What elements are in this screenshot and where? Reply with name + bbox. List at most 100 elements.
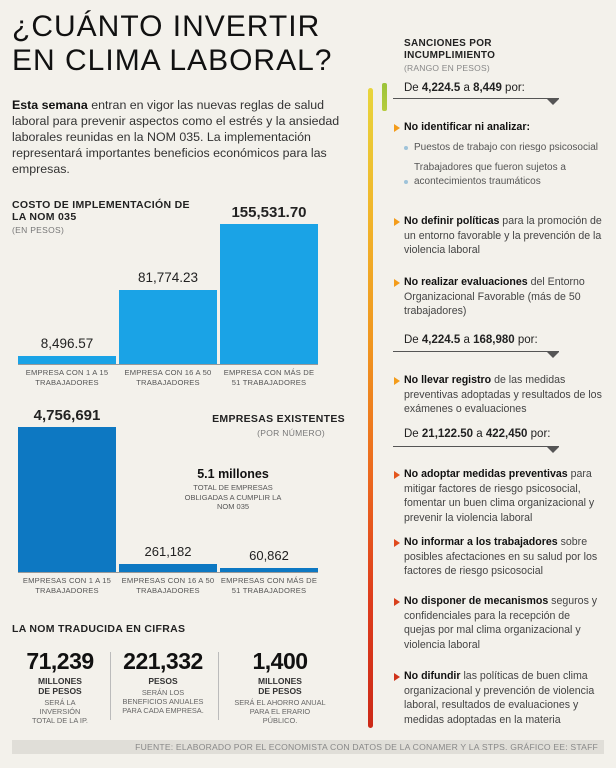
range-2: De 4,224.5 a 168,980 por: bbox=[404, 334, 538, 346]
range-1-from: 4,224.5 bbox=[421, 82, 461, 94]
range-1-to: 8,449 bbox=[473, 82, 502, 94]
item-4-arrow-icon bbox=[394, 377, 400, 385]
cost-chart-subtitle: (EN PESOS) bbox=[12, 225, 65, 235]
item-2-rest: para la promoción de un entorno favorabl… bbox=[404, 215, 602, 257]
figure-investment-desc: SERÁ LA INVERSIÓN TOTAL DE LA IP. bbox=[31, 698, 88, 725]
companies-label-medium: EMPRESAS CON 16 A 50 TRABAJADORES bbox=[121, 576, 215, 595]
companies-bar-medium bbox=[119, 564, 217, 572]
range-2-to: 168,980 bbox=[473, 334, 515, 346]
title-line-1: ¿CUÁNTO INVERTIR bbox=[12, 10, 321, 43]
figure-savings-desc: SERÁ EL AHORRO ANUAL PARA EL ERARIO PÚBL… bbox=[234, 698, 326, 725]
cost-value-small: 8,496.57 bbox=[40, 336, 94, 351]
figure-investment-unit: MILLONES DE PESOS bbox=[38, 676, 82, 696]
item-1-arrow-icon bbox=[394, 124, 400, 132]
bullet-icon bbox=[404, 146, 408, 150]
range-1-line bbox=[393, 98, 559, 99]
item-4-bold: No llevar registro bbox=[404, 374, 492, 386]
companies-baseline bbox=[18, 572, 318, 573]
figure-savings-number: 1,400 bbox=[252, 648, 308, 674]
cost-baseline bbox=[18, 364, 318, 365]
sanctions-subtitle: (RANGO EN PESOS) bbox=[404, 63, 490, 73]
intro-text: entran en vigor las nuevas reglas de sal… bbox=[12, 98, 340, 176]
companies-value-large: 60,862 bbox=[249, 548, 289, 563]
sanction-item-8: No difundir las políticas de buen clima … bbox=[404, 669, 604, 727]
item-5-arrow-icon bbox=[394, 471, 400, 479]
item-6-bold: No informar a los trabajadores bbox=[404, 536, 558, 548]
sanction-item-2: No definir políticas para la promoción d… bbox=[404, 214, 604, 258]
item-2-bold: No definir políticas bbox=[404, 215, 500, 227]
range-1: De 4,224.5 a 8,449 por: bbox=[404, 82, 525, 94]
sanctions-title: SANCIONES POR INCUMPLIMIENTO bbox=[404, 38, 496, 61]
sanction-item-3: No realizar evaluaciones del Entorno Org… bbox=[404, 275, 604, 319]
range-2-pre: De bbox=[404, 334, 422, 346]
figure-benefits-unit: PESOS bbox=[148, 676, 178, 686]
range-3-post: por: bbox=[527, 428, 551, 440]
cost-chart-title: COSTO DE IMPLEMENTACIÓN DE LA NOM 035 bbox=[12, 199, 190, 223]
intro-bold: Esta semana bbox=[12, 98, 88, 112]
companies-label-large: EMPRESAS CON MÁS DE 51 TRABAJADORES bbox=[220, 576, 318, 595]
figures-divider-2 bbox=[218, 652, 219, 720]
item-5-rest: para mitigar factores de riesgo psicosoc… bbox=[404, 468, 595, 524]
sanction-item-5: No adoptar medidas preventivas para miti… bbox=[404, 467, 604, 525]
figure-benefits-desc: SERÁN LOS BENEFICIOS ANUALES PARA CADA E… bbox=[122, 688, 204, 715]
range-3-pre: De bbox=[404, 428, 422, 440]
source-footer: FUENTE: ELABORADO POR EL ECONOMISTA CON … bbox=[12, 740, 604, 754]
figures-divider-1 bbox=[110, 652, 111, 720]
item-7-rest: seguros y confidenciales para la recepci… bbox=[404, 595, 598, 651]
sanction-item-6: No informar a los trabajadores sobre pos… bbox=[404, 535, 604, 579]
cost-label-large: EMPRESA CON MÁS DE 51 TRABAJADORES bbox=[223, 368, 315, 387]
range-2-pointer bbox=[547, 352, 559, 358]
figures-title: LA NOM TRADUCIDA EN CIFRAS bbox=[12, 623, 186, 635]
bullet-icon bbox=[404, 180, 408, 184]
range-2-line bbox=[393, 351, 559, 352]
cost-value-large: 155,531.70 bbox=[231, 204, 307, 221]
severity-gradient bbox=[368, 88, 373, 728]
companies-chart-subtitle: (POR NÚMERO) bbox=[257, 428, 325, 438]
cost-value-medium: 81,774.23 bbox=[137, 270, 199, 285]
companies-total-desc: TOTAL DE EMPRESAS OBLIGADAS A CUMPLIR LA… bbox=[184, 483, 282, 511]
range-2-mid: a bbox=[460, 334, 474, 346]
item-3-arrow-icon bbox=[394, 279, 400, 287]
title-line-2: EN CLIMA LABORAL? bbox=[12, 44, 333, 77]
range-2-from: 4,224.5 bbox=[421, 334, 461, 346]
range-3-pointer bbox=[547, 447, 559, 453]
range-3-mid: a bbox=[473, 428, 486, 440]
cost-bar-small bbox=[18, 356, 116, 364]
figure-benefits-number: 221,332 bbox=[123, 648, 203, 674]
range-3-to: 422,450 bbox=[485, 428, 528, 440]
page-title: ¿CUÁNTO INVERTIR EN CLIMA LABORAL? bbox=[12, 10, 332, 78]
companies-value-medium: 261,182 bbox=[144, 544, 192, 559]
figure-savings-unit: MILLONES DE PESOS bbox=[258, 676, 302, 696]
item-1-bold: No identificar ni analizar: bbox=[404, 121, 530, 133]
figure-investment: 71,239 MILLONES DE PESOS SERÁ LA INVERSI… bbox=[14, 648, 106, 725]
range-1-pre: De bbox=[404, 82, 422, 94]
figure-benefits: 221,332 PESOS SERÁN LOS BENEFICIOS ANUAL… bbox=[114, 648, 212, 715]
figure-savings: 1,400 MILLONES DE PESOS SERÁ EL AHORRO A… bbox=[228, 648, 332, 725]
severity-marker bbox=[382, 83, 387, 111]
item-5-bold: No adoptar medidas preventivas bbox=[404, 468, 568, 480]
range-1-mid: a bbox=[460, 82, 474, 94]
companies-value-small: 4,756,691 bbox=[33, 407, 101, 424]
range-2-post: por: bbox=[514, 334, 538, 346]
sanction-item-7: No disponer de mecanismos seguros y conf… bbox=[404, 594, 604, 652]
item-3-bold: No realizar evaluaciones bbox=[404, 276, 528, 288]
item-7-arrow-icon bbox=[394, 598, 400, 606]
item-2-arrow-icon bbox=[394, 218, 400, 226]
item-6-arrow-icon bbox=[394, 539, 400, 547]
companies-total: 5.1 millones bbox=[197, 467, 269, 481]
range-3-line bbox=[393, 446, 559, 447]
sanction-subitem-2: Trabajadores que fueron sujetos a aconte… bbox=[414, 162, 566, 187]
item-3-rest: del Entorno Organizacional Favorable (má… bbox=[404, 276, 585, 318]
cost-bar-large bbox=[220, 224, 318, 364]
companies-bar-large bbox=[220, 568, 318, 572]
companies-bar-small bbox=[18, 427, 116, 572]
figure-investment-number: 71,239 bbox=[26, 648, 94, 674]
cost-label-small: EMPRESA CON 1 A 15 TRABAJADORES bbox=[25, 368, 109, 387]
item-6-rest: sobre posibles afectaciones en su salud … bbox=[404, 536, 598, 578]
companies-label-small: EMPRESAS CON 1 A 15 TRABAJADORES bbox=[22, 576, 112, 595]
item-7-bold: No disponer de mecanismos bbox=[404, 595, 549, 607]
range-1-post: por: bbox=[501, 82, 525, 94]
range-3: De 21,122.50 a 422,450 por: bbox=[404, 428, 550, 440]
item-4-rest: de las medidas preventivas adoptadas y r… bbox=[404, 374, 602, 416]
range-1-pointer bbox=[547, 99, 559, 105]
